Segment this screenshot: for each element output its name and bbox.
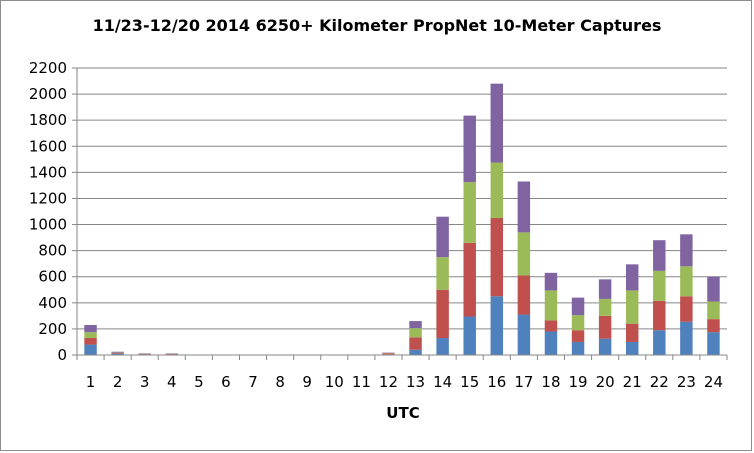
bar-segment-series-4 (598, 279, 612, 299)
bar-segment-series-4 (571, 297, 585, 316)
bar-segment-series-1 (84, 344, 97, 355)
y-tick-label: 200 (38, 320, 67, 338)
bar-segment-series-1 (517, 314, 531, 355)
bar-segment-series-3 (409, 328, 422, 338)
y-tick-label: 0 (57, 346, 67, 364)
x-axis-title: UTC (386, 404, 419, 422)
bar-segment-series-3 (653, 270, 666, 301)
bar-segment-series-2 (382, 353, 395, 355)
bar-segment-series-4 (625, 264, 639, 291)
x-tick-label: 10 (325, 373, 344, 391)
bar-segment-series-3 (680, 266, 693, 297)
x-tick-label: 13 (406, 373, 425, 391)
bar-segment-series-1 (544, 331, 558, 355)
bar-segment-series-1 (490, 296, 504, 355)
y-tick-label: 400 (38, 294, 67, 312)
bar-segment-series-2 (436, 289, 449, 339)
y-tick-label: 800 (38, 242, 67, 260)
bar-segment-series-1 (409, 349, 422, 355)
x-tick-label: 19 (568, 373, 587, 391)
gridlines (77, 67, 727, 330)
bar-segment-series-4 (544, 272, 558, 291)
bar-segment-series-2 (463, 242, 476, 317)
bar-segment-series-4 (653, 240, 666, 271)
x-tick-label: 18 (541, 373, 560, 391)
bar-segment-series-2 (707, 319, 720, 333)
bar-segment-series-3 (463, 182, 476, 243)
bar-segment-series-4 (409, 321, 422, 329)
x-tick-label: 4 (167, 373, 177, 391)
bars (84, 83, 720, 355)
bar-segment-series-2 (490, 218, 504, 297)
x-tick-label: 24 (704, 373, 723, 391)
bar-segment-series-1 (571, 341, 585, 355)
bar-segment-series-4 (111, 351, 124, 353)
bar-segment-series-3 (598, 298, 612, 316)
y-tick-label: 600 (38, 268, 67, 286)
bar-segment-series-2 (680, 296, 693, 322)
bar-segment-series-2 (409, 337, 422, 350)
bar-segment-series-4 (84, 324, 97, 333)
bar-segment-series-1 (436, 338, 449, 355)
x-tick-label: 12 (379, 373, 398, 391)
bar-segment-series-3 (84, 332, 97, 339)
x-tick-label: 7 (248, 373, 258, 391)
bar-segment-series-2 (625, 323, 639, 342)
bar-segment-series-3 (517, 232, 531, 276)
bar-segment-series-3 (544, 290, 558, 321)
bar-segment-series-1 (625, 341, 639, 355)
bar-segment-series-3 (571, 315, 585, 331)
bar-segment-series-2 (653, 300, 666, 331)
chart-title: 11/23-12/20 2014 6250+ Kilometer PropNet… (92, 16, 662, 35)
axes: 0200400600800100012001400160018002000220… (29, 59, 728, 391)
x-tick-label: 21 (623, 373, 642, 391)
x-tick-label: 14 (433, 373, 452, 391)
bar-segment-series-4 (463, 115, 476, 183)
y-tick-label: 1200 (29, 189, 67, 207)
bar-segment-series-1 (707, 332, 720, 355)
bar-segment-series-2 (84, 338, 97, 345)
bar-segment-series-2 (517, 275, 531, 315)
bar-segment-series-4 (490, 83, 504, 163)
x-tick-label: 20 (596, 373, 615, 391)
x-tick-label: 5 (194, 373, 204, 391)
bar-segment-series-4 (707, 276, 720, 302)
y-tick-label: 2200 (29, 59, 67, 77)
y-tick-label: 1600 (29, 137, 67, 155)
bar-segment-series-2 (571, 330, 585, 342)
y-tick-label: 1000 (29, 216, 67, 234)
x-tick-label: 9 (302, 373, 312, 391)
y-tick-label: 1400 (29, 163, 67, 181)
bar-segment-series-1 (463, 316, 476, 355)
x-tick-label: 17 (514, 373, 533, 391)
y-tick-label: 2000 (29, 85, 67, 103)
x-tick-label: 15 (460, 373, 479, 391)
bar-segment-series-2 (111, 353, 124, 354)
x-tick-label: 8 (275, 373, 285, 391)
bar-segment-series-4 (436, 216, 449, 258)
bar-segment-series-1 (680, 321, 693, 355)
x-tick-label: 2 (113, 373, 123, 391)
x-tick-label: 3 (140, 373, 150, 391)
bar-segment-series-1 (598, 338, 612, 355)
y-tick-label: 1800 (29, 111, 67, 129)
x-tick-label: 11 (352, 373, 371, 391)
x-tick-label: 1 (86, 373, 96, 391)
bar-segment-series-4 (517, 181, 531, 233)
bar-segment-series-2 (544, 320, 558, 332)
bar-segment-series-4 (680, 234, 693, 267)
x-tick-label: 22 (650, 373, 669, 391)
x-tick-label: 6 (221, 373, 231, 391)
bar-segment-series-3 (490, 162, 504, 219)
bar-segment-series-3 (436, 257, 449, 290)
bar-segment-series-3 (707, 301, 720, 320)
bar-segment-series-1 (111, 353, 124, 355)
bar-segment-series-1 (653, 330, 666, 355)
x-tick-label: 23 (677, 373, 696, 391)
bar-segment-series-3 (625, 290, 639, 324)
x-tick-label: 16 (487, 373, 506, 391)
bar-segment-series-2 (598, 315, 612, 339)
